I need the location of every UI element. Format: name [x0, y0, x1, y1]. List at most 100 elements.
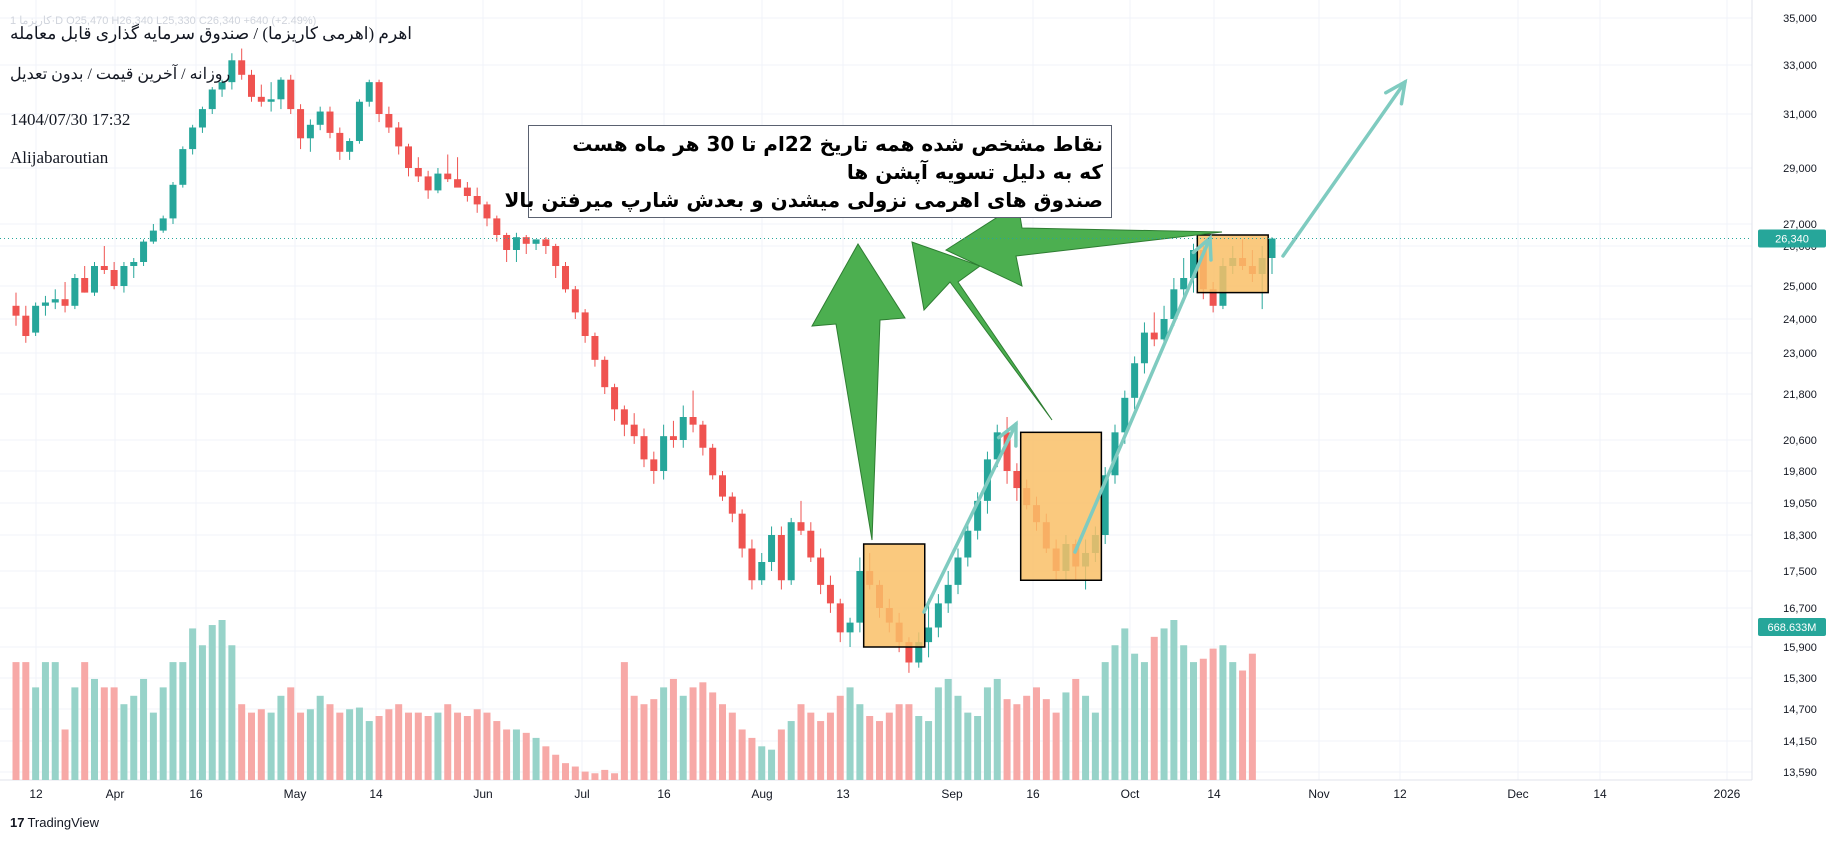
volume-bar	[1072, 678, 1080, 780]
candle-body	[355, 101, 363, 141]
volume-bar	[71, 687, 79, 780]
candle-body	[758, 562, 766, 581]
candle	[1111, 424, 1119, 484]
price-tick-label: 20,600	[1783, 435, 1817, 447]
annotation-note[interactable]: نقاط مشخص شده همه تاریخ 22ام تا 30 هر ما…	[504, 125, 1112, 218]
annotation-line-3: صندوق های اهرمی نزولی میشدن و بعدش شارپ …	[504, 188, 1104, 212]
candle	[355, 99, 363, 144]
candle-body	[660, 436, 668, 471]
symbol-title[interactable]: اهرم (اهرمی کاریزما) / صندوق سرمایه گذار…	[10, 24, 413, 43]
volume-bar	[689, 687, 697, 780]
candle-body	[709, 447, 717, 476]
volume-bar	[591, 773, 599, 780]
candle	[463, 182, 471, 202]
candle-body	[483, 204, 491, 219]
candle-body	[228, 60, 236, 83]
volume-bar	[1140, 662, 1148, 780]
time-tick-label: 14	[1207, 787, 1221, 801]
candle-body	[189, 127, 197, 150]
volume-bar	[620, 662, 628, 780]
volume-bar	[1033, 687, 1040, 780]
candle	[552, 243, 560, 278]
volume-bar	[709, 692, 717, 780]
price-tick-label: 16,700	[1783, 603, 1817, 615]
volume-bar	[1042, 699, 1050, 780]
volume-bar	[866, 716, 874, 780]
price-axis[interactable]: 13,590 14,150 14,700 15,300 15,900 16,700 17,5…	[1783, 13, 1817, 779]
volume-bar	[1160, 628, 1168, 780]
volume-bar	[22, 662, 30, 780]
volume-bar	[1229, 662, 1237, 780]
candle-body	[257, 96, 265, 102]
candle-body	[954, 557, 962, 585]
volume-bar	[405, 712, 412, 780]
last-volume-label: 668.633M	[1768, 622, 1817, 634]
candle-body	[944, 584, 952, 604]
candle-body	[934, 603, 942, 628]
volume-bar	[522, 732, 530, 780]
volume-bar	[1062, 692, 1070, 780]
candle	[444, 154, 452, 182]
volume-bar	[1121, 628, 1129, 780]
volume-bar	[846, 687, 854, 780]
volume-bar	[807, 712, 815, 780]
volume-bar	[140, 678, 148, 780]
volume-bar	[787, 721, 795, 780]
price-tick-label: 33,000	[1783, 60, 1817, 72]
candle-body	[336, 132, 344, 152]
volume-bar	[1131, 653, 1139, 780]
volume-bar	[1190, 662, 1197, 780]
candle-body	[375, 82, 383, 114]
candle	[434, 168, 442, 194]
volume-bar	[925, 721, 933, 780]
ohlc-readout: 1 کاریزما·D O25,470 H26,340 L25,330 C26,…	[10, 15, 317, 27]
candle-body	[768, 535, 776, 562]
candle	[110, 262, 118, 290]
volume-bar	[542, 746, 550, 780]
candle	[640, 428, 648, 468]
time-tick-label: Apr	[106, 787, 125, 801]
time-tick-label: 14	[1593, 787, 1607, 801]
candle	[699, 420, 707, 456]
volume-bar	[1239, 670, 1247, 780]
candle	[1160, 305, 1168, 347]
volume-bar	[974, 716, 982, 780]
candle-body	[1140, 332, 1148, 364]
volume-bar	[238, 704, 246, 780]
volume-bar	[964, 712, 972, 780]
candle	[532, 239, 540, 250]
candle-body	[277, 79, 285, 100]
candle-body	[1170, 289, 1178, 319]
candle	[130, 258, 138, 278]
volume-bar	[1003, 699, 1011, 780]
volume-bar	[483, 712, 491, 780]
volume-bar	[218, 620, 226, 780]
candle-body	[424, 176, 432, 191]
candle-body	[915, 642, 923, 663]
candle	[944, 571, 952, 613]
candle	[336, 127, 344, 160]
price-tags: 26,340 668.633M	[0, 229, 1826, 636]
volume-bar	[581, 771, 589, 780]
candle-body	[1268, 238, 1276, 258]
volume-bar	[571, 766, 579, 780]
time-axis[interactable]: 12 Apr 16 May 14 Jun Jul 16 Aug 13 Sep 16 Oct 14 Nov 12…	[29, 787, 1740, 801]
candle-body	[71, 278, 79, 306]
candle-body	[993, 432, 1001, 460]
volume-bar	[552, 754, 560, 780]
tradingview-logo[interactable]: 17 TradingView	[10, 815, 99, 830]
candle-body	[807, 530, 815, 558]
volume-bar	[395, 704, 403, 780]
candle-body	[316, 111, 324, 125]
candle-body	[826, 584, 834, 604]
volume-bar	[336, 712, 344, 780]
candle	[297, 104, 305, 150]
price-tick-label: 17,500	[1783, 566, 1817, 578]
candle-body	[444, 173, 452, 180]
last-volume-tag	[1758, 618, 1826, 636]
candle	[650, 451, 658, 484]
candle-body	[1131, 363, 1139, 398]
candle	[91, 262, 98, 296]
volume-bar	[473, 709, 481, 780]
